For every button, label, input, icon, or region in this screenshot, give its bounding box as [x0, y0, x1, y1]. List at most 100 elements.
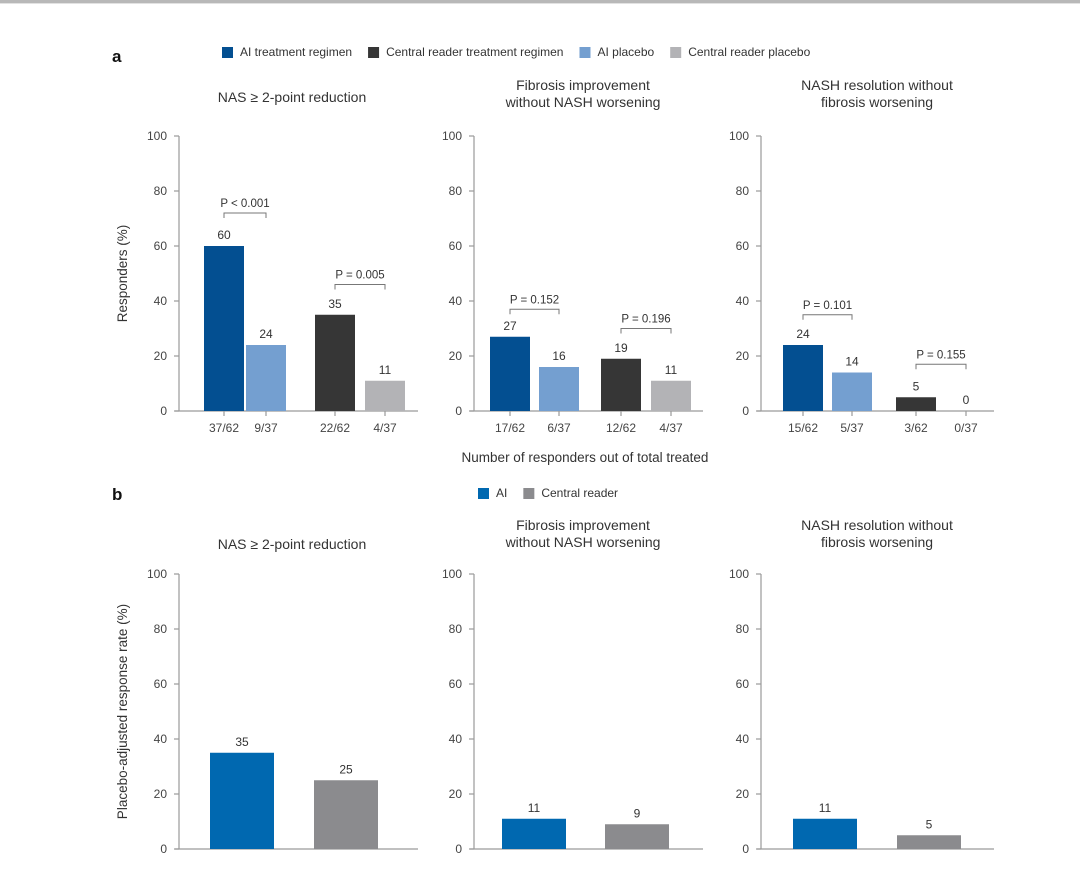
bar: [315, 314, 355, 411]
panel-a-label: a: [112, 47, 122, 66]
y-tick-label: 80: [154, 622, 168, 636]
p-value-bracket: [223, 212, 267, 218]
legend-label-1: Central reader: [541, 486, 618, 500]
y-tick-label: 0: [742, 404, 749, 418]
bar-value-label: 9: [634, 806, 641, 820]
legend-swatch-0: [478, 488, 489, 499]
p-value-bracket: [509, 308, 560, 315]
y-tick-label: 40: [154, 294, 168, 308]
y-tick-label: 0: [160, 842, 167, 856]
bar-value-label: 35: [235, 735, 249, 749]
subplot-title: NASH resolution without: [801, 77, 953, 93]
y-tick-label: 0: [742, 842, 749, 856]
bar-value-label: 5: [913, 379, 920, 393]
bar-value-label: 35: [328, 297, 342, 311]
bar-value-label: 16: [552, 349, 566, 363]
subplot-title: without NASH worsening: [505, 534, 661, 550]
y-tick-label: 60: [154, 677, 168, 691]
bar-value-label: 0: [963, 393, 970, 407]
y-tick-label: 80: [154, 184, 168, 198]
p-value-label: P < 0.001: [220, 198, 269, 210]
bar: [897, 835, 961, 849]
y-tick-label: 60: [154, 239, 168, 253]
p-value-label: P = 0.005: [335, 270, 384, 282]
x-tick-label: 37/62: [209, 421, 239, 435]
x-tick-label: 15/62: [788, 421, 818, 435]
legend-swatch-2: [579, 47, 591, 58]
legend-swatch-1: [368, 47, 380, 58]
y-tick-label: 20: [449, 787, 463, 801]
bar-value-label: 11: [819, 801, 832, 815]
legend-swatch-3: [670, 47, 682, 58]
subplot-title: NAS ≥ 2-point reduction: [218, 536, 367, 552]
y-tick-label: 100: [442, 567, 462, 581]
bar-value-label: 5: [926, 817, 933, 831]
y-tick-label: 20: [736, 349, 750, 363]
x-tick-label: 4/37: [659, 421, 683, 435]
bar-value-label: 25: [339, 762, 353, 776]
y-tick-label: 40: [449, 294, 463, 308]
panel-b-label: b: [112, 485, 122, 504]
bar: [832, 372, 872, 411]
legend-label-2: AI placebo: [597, 45, 654, 59]
y-tick-label: 100: [147, 129, 167, 143]
legend-swatch-1: [523, 488, 535, 499]
legend-label-0: AI: [496, 486, 507, 500]
subplot-title: NASH resolution without: [801, 517, 953, 533]
p-value-bracket: [802, 314, 853, 320]
bar: [502, 818, 566, 849]
y-tick-label: 40: [736, 294, 750, 308]
y-tick-label: 0: [455, 842, 462, 856]
x-tick-label: 6/37: [547, 421, 571, 435]
subplot-title: Fibrosis improvement: [516, 517, 650, 533]
y-tick-label: 40: [154, 732, 168, 746]
x-axis-label: Number of responders out of total treate…: [462, 450, 709, 465]
y-axis-label: Responders (%): [115, 225, 130, 323]
bar-value-label: 11: [379, 363, 392, 377]
y-tick-label: 60: [736, 239, 750, 253]
y-tick-label: 80: [736, 622, 750, 636]
subplot-title: NAS ≥ 2-point reduction: [218, 89, 367, 105]
y-tick-label: 20: [154, 787, 168, 801]
bar-value-label: 11: [665, 363, 678, 377]
y-tick-label: 20: [154, 349, 168, 363]
bar: [783, 345, 823, 411]
x-tick-label: 17/62: [495, 421, 525, 435]
x-tick-label: 9/37: [254, 421, 278, 435]
bar-value-label: 11: [528, 801, 541, 815]
y-tick-label: 60: [449, 239, 463, 253]
bar-value-label: 24: [259, 327, 273, 341]
y-tick-label: 80: [449, 622, 463, 636]
y-tick-label: 100: [729, 567, 749, 581]
bar: [605, 824, 669, 849]
legend-label-1: Central reader treatment regimen: [386, 45, 563, 59]
x-tick-label: 4/37: [373, 421, 397, 435]
bar: [539, 367, 579, 411]
bar: [490, 336, 530, 411]
p-value-label: P = 0.155: [916, 349, 965, 361]
x-tick-label: 5/37: [840, 421, 864, 435]
bar-value-label: 24: [796, 327, 810, 341]
p-value-bracket: [915, 363, 967, 370]
y-tick-label: 40: [736, 732, 750, 746]
bar: [314, 780, 378, 849]
bar: [651, 380, 691, 411]
p-value-bracket: [334, 284, 386, 290]
bar-value-label: 27: [503, 319, 517, 333]
y-tick-label: 60: [449, 677, 463, 691]
legend-label-0: AI treatment regimen: [240, 45, 352, 59]
bar: [204, 246, 244, 411]
y-tick-label: 60: [736, 677, 750, 691]
bar-value-label: 19: [614, 341, 628, 355]
y-axis-label: Placebo-adjusted response rate (%): [115, 604, 130, 819]
y-tick-label: 0: [455, 404, 462, 418]
y-tick-label: 80: [449, 184, 463, 198]
y-tick-label: 100: [729, 129, 749, 143]
subplot-title: fibrosis worsening: [821, 94, 933, 110]
subplot-title: without NASH worsening: [505, 94, 661, 110]
x-tick-label: 0/37: [954, 421, 978, 435]
y-tick-label: 40: [449, 732, 463, 746]
x-tick-label: 22/62: [320, 421, 350, 435]
y-tick-label: 0: [160, 404, 167, 418]
